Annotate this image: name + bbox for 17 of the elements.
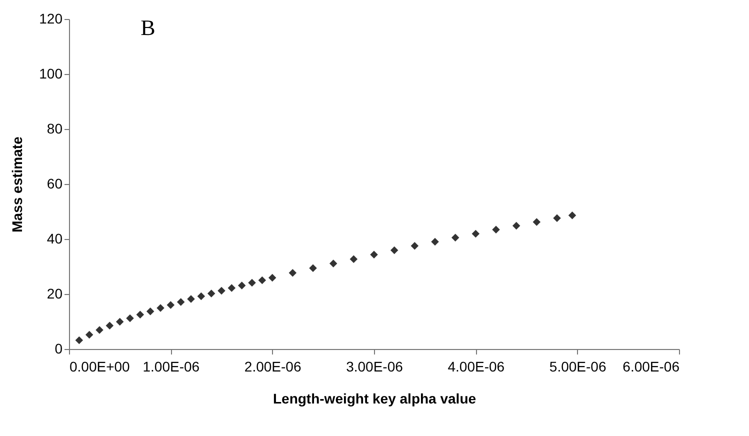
- y-tick-label: 80: [46, 120, 63, 136]
- y-tick-label: 0: [54, 340, 63, 356]
- y-tick-label: 100: [39, 66, 63, 82]
- y-tick-label: 60: [46, 176, 63, 192]
- chart-title: B: [140, 15, 156, 40]
- x-tick-label: 6.00E-06: [622, 358, 680, 374]
- x-tick-label: 5.00E-06: [549, 358, 606, 374]
- x-tick-label: 2.00E-06: [244, 358, 302, 374]
- x-tick-label: 4.00E-06: [448, 358, 505, 374]
- y-tick-label: 20: [46, 286, 63, 302]
- x-tick-label: 0.00E+00: [70, 358, 130, 374]
- y-tick-label: 120: [39, 10, 63, 26]
- y-axis-title: Mass estimate: [9, 136, 26, 232]
- x-tick-label: 1.00E-06: [142, 358, 200, 374]
- y-tick-label: 40: [46, 230, 63, 246]
- x-axis-title: Length-weight key alpha value: [272, 390, 476, 406]
- x-tick-label: 3.00E-06: [346, 358, 404, 374]
